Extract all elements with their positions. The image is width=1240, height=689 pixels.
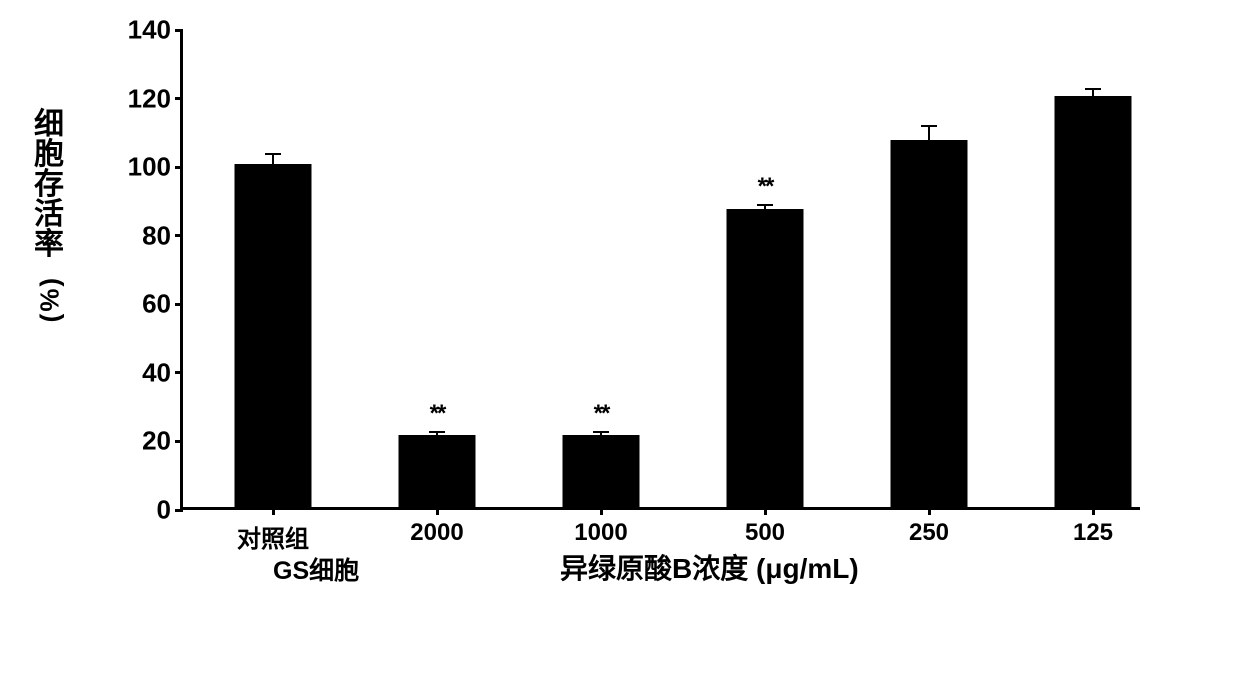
error-bar xyxy=(757,205,773,208)
x-tick-label: 1000 xyxy=(574,519,627,547)
y-tick xyxy=(175,440,183,443)
y-tick xyxy=(175,234,183,237)
significance-marker: ** xyxy=(594,400,609,428)
ylabel-char: 细 xyxy=(30,110,70,140)
bar xyxy=(235,164,312,507)
y-tick-label: 60 xyxy=(142,289,171,320)
x-tick xyxy=(1092,507,1095,515)
gs-cell-label: GS细胞 xyxy=(273,551,359,587)
x-tick xyxy=(928,507,931,515)
y-tick xyxy=(175,509,183,512)
x-tick-label: 500 xyxy=(745,519,785,547)
error-bar xyxy=(429,432,445,435)
bar xyxy=(399,435,476,507)
significance-marker: ** xyxy=(430,400,445,428)
y-tick xyxy=(175,97,183,100)
x-axis-label: 异绿原酸B浓度 (μg/mL) xyxy=(560,547,859,587)
y-tick-label: 80 xyxy=(142,220,171,251)
ylabel-percent: (%) xyxy=(38,282,63,322)
ylabel-char: 存 xyxy=(30,170,70,200)
error-bar xyxy=(921,126,937,140)
error-bar xyxy=(265,154,281,164)
y-tick-label: 40 xyxy=(142,357,171,388)
y-tick-label: 20 xyxy=(142,426,171,457)
y-tick xyxy=(175,371,183,374)
y-tick xyxy=(175,303,183,306)
y-tick-label: 120 xyxy=(128,83,171,114)
x-tick xyxy=(764,507,767,515)
significance-marker: ** xyxy=(758,173,773,201)
y-tick xyxy=(175,166,183,169)
ylabel-char: 胞 xyxy=(30,140,70,170)
x-tick xyxy=(600,507,603,515)
bar xyxy=(563,435,640,507)
y-axis-label: 细胞存活率(%) xyxy=(30,110,70,315)
x-tick xyxy=(436,507,439,515)
x-tick-label: 125 xyxy=(1073,519,1113,547)
x-tick-label: 2000 xyxy=(410,519,463,547)
x-tick-label: 250 xyxy=(909,519,949,547)
chart-container: 细胞存活率(%) GS细胞 异绿原酸B浓度 (μg/mL) 0204060801… xyxy=(120,30,1220,610)
plot-area: GS细胞 异绿原酸B浓度 (μg/mL) 020406080100120140对… xyxy=(180,30,1140,510)
bar xyxy=(727,209,804,507)
y-tick-label: 0 xyxy=(157,495,171,526)
y-tick-label: 140 xyxy=(128,15,171,46)
error-bar xyxy=(1085,89,1101,96)
bar xyxy=(891,140,968,507)
y-tick-label: 100 xyxy=(128,152,171,183)
y-tick xyxy=(175,29,183,32)
x-tick xyxy=(272,507,275,515)
x-tick-label: 对照组 xyxy=(237,519,309,554)
bar xyxy=(1055,96,1132,507)
ylabel-char: 率 xyxy=(30,230,70,260)
error-bar xyxy=(593,432,609,435)
ylabel-char: 活 xyxy=(30,200,70,230)
